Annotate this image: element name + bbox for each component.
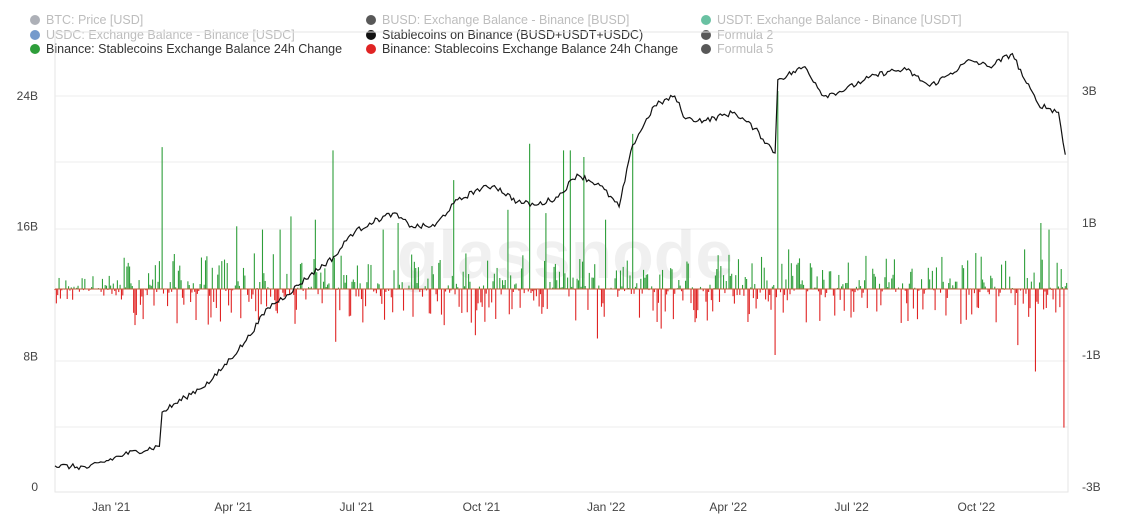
- legend-dot-icon: [366, 15, 376, 25]
- legend-label: USDT: Exchange Balance - Binance [USDT]: [717, 13, 962, 27]
- y-left-tick-label: 24B: [17, 89, 38, 103]
- x-tick-label: Oct '21: [463, 500, 501, 514]
- legend-item[interactable]: Binance: Stablecoins Exchange Balance 24…: [30, 42, 342, 56]
- legend-item[interactable]: BUSD: Exchange Balance - Binance [BUSD]: [366, 13, 629, 27]
- y-right-tick-label: -1B: [1082, 348, 1101, 362]
- legend-item[interactable]: Binance: Stablecoins Exchange Balance 24…: [366, 42, 678, 56]
- x-tick-label: Jan '21: [92, 500, 131, 514]
- y-left-tick-label: 8B: [23, 350, 38, 364]
- legend-label: USDC: Exchange Balance - Binance [USDC]: [46, 27, 295, 42]
- y-left-tick-label: 16B: [17, 219, 38, 233]
- x-tick-label: Apr '22: [709, 500, 747, 514]
- plot-border: [54, 31, 1069, 493]
- x-tick-label: Jul '21: [339, 500, 374, 514]
- legend-item[interactable]: Formula 2: [701, 28, 773, 42]
- legend-item[interactable]: Stablecoins on Binance (BUSD+USDT+USDC): [366, 28, 643, 42]
- legend-dot-icon: [366, 29, 376, 40]
- legend-dot-icon: [701, 29, 711, 40]
- balance-series-line: [54, 52, 1066, 471]
- y-right-tick-label: 3B: [1082, 84, 1097, 98]
- y-right-tick-label: -3B: [1082, 480, 1101, 494]
- legend-item[interactable]: USDC: Exchange Balance - Binance [USDC]: [30, 28, 295, 42]
- y-right-tick-label: 1B: [1082, 216, 1097, 230]
- legend-dot-icon: [366, 44, 376, 54]
- legend-label: Stablecoins on Binance (BUSD+USDT+USDC): [382, 27, 644, 42]
- legend-item[interactable]: BTC: Price [USD]: [30, 13, 143, 27]
- legend-dot-icon: [701, 44, 711, 54]
- legend-label: Binance: Stablecoins Exchange Balance 24…: [382, 42, 679, 56]
- x-tick-label: Oct '22: [958, 500, 996, 514]
- legend-item[interactable]: Formula 5: [701, 42, 773, 56]
- legend-item[interactable]: USDT: Exchange Balance - Binance [USDT]: [701, 13, 962, 27]
- legend-label: Formula 5: [717, 42, 774, 56]
- x-tick-label: Jul '22: [834, 500, 869, 514]
- y-left-tick-label: 0: [31, 480, 38, 494]
- legend-dot-icon: [30, 44, 40, 54]
- legend-label: Formula 2: [717, 27, 774, 42]
- x-tick-label: Apr '21: [214, 500, 252, 514]
- legend-dot-icon: [701, 15, 711, 25]
- legend-dot-icon: [30, 15, 40, 25]
- legend-label: BTC: Price [USD]: [46, 13, 144, 27]
- legend-label: Binance: Stablecoins Exchange Balance 24…: [46, 42, 343, 56]
- x-tick-label: Jan '22: [587, 500, 626, 514]
- legend-label: BUSD: Exchange Balance - Binance [BUSD]: [382, 13, 630, 27]
- legend-dot-icon: [30, 29, 40, 40]
